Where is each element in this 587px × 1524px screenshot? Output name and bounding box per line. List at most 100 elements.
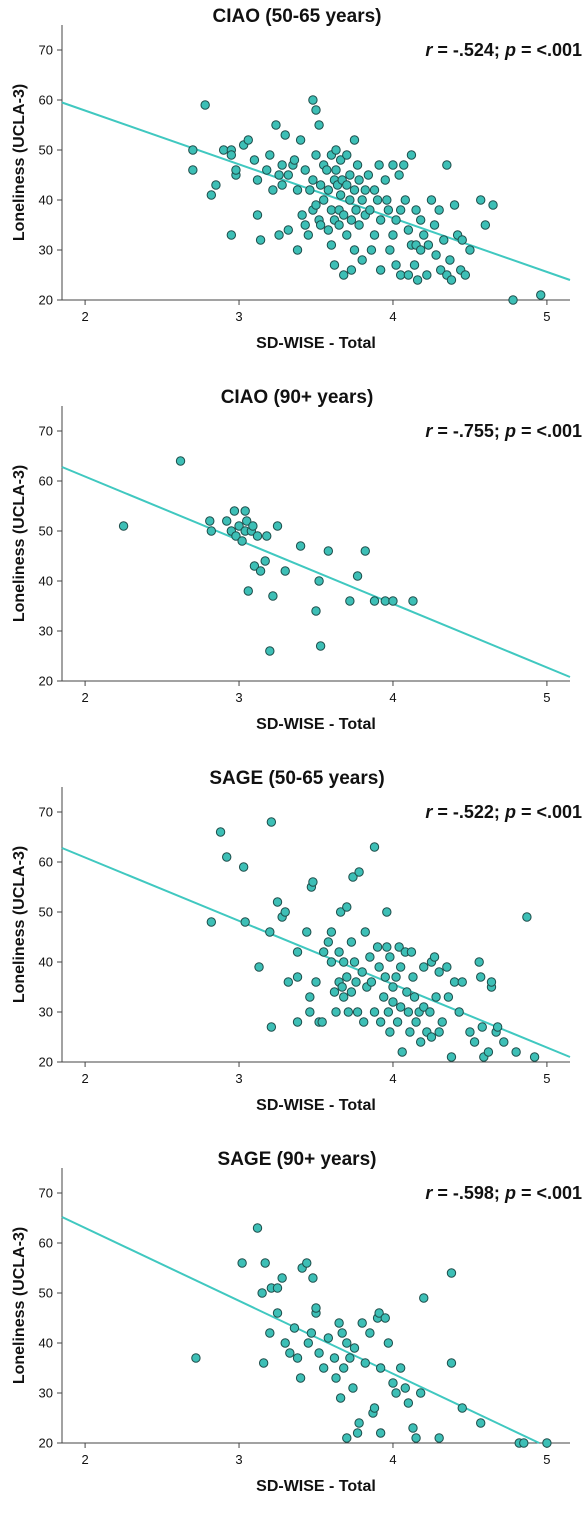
fit-line bbox=[61, 847, 571, 1058]
data-point bbox=[345, 1353, 355, 1363]
fit-line bbox=[61, 101, 571, 281]
data-point bbox=[205, 516, 215, 526]
data-point bbox=[445, 255, 455, 265]
y-axis-label: Loneliness (UCLA-3) bbox=[11, 846, 28, 1003]
data-point bbox=[265, 927, 275, 937]
data-point bbox=[357, 1318, 367, 1328]
data-point bbox=[419, 962, 429, 972]
data-point bbox=[351, 205, 361, 215]
data-point bbox=[343, 1007, 354, 1017]
data-point bbox=[262, 165, 272, 175]
data-point bbox=[366, 977, 377, 987]
chart-title: SAGE (50-65 years) bbox=[209, 768, 384, 789]
data-point bbox=[409, 260, 420, 270]
data-point bbox=[476, 195, 486, 205]
x-tick-label: 4 bbox=[389, 1071, 396, 1086]
data-point bbox=[408, 972, 418, 982]
data-point bbox=[334, 220, 344, 230]
data-point bbox=[335, 190, 346, 200]
data-point bbox=[374, 1308, 384, 1318]
data-point bbox=[285, 1348, 295, 1358]
data-point bbox=[308, 175, 318, 185]
data-point bbox=[308, 1273, 318, 1283]
data-point bbox=[375, 215, 386, 225]
chart-title: CIAO (50-65 years) bbox=[213, 6, 382, 27]
x-tick-label: 3 bbox=[235, 1071, 242, 1086]
data-point bbox=[260, 1258, 270, 1268]
data-point bbox=[342, 1338, 352, 1348]
r-value: = -.598; bbox=[432, 1183, 505, 1203]
data-point bbox=[277, 160, 287, 170]
chart-panel-3: SAGE (50-65 years) 20 30 40 50 60 70 2 3 4 5 SD-WIS… bbox=[11, 768, 582, 1114]
data-point bbox=[477, 1022, 487, 1032]
data-point bbox=[434, 1433, 444, 1443]
data-point bbox=[395, 270, 406, 280]
x-tick-label: 3 bbox=[235, 309, 242, 324]
data-point bbox=[292, 1353, 303, 1363]
data-point bbox=[297, 210, 307, 220]
data-point bbox=[476, 972, 486, 982]
data-point bbox=[529, 1052, 540, 1062]
data-point bbox=[346, 265, 357, 275]
data-point bbox=[226, 150, 237, 160]
data-point bbox=[446, 1052, 457, 1062]
p-value: = <.001 bbox=[516, 1183, 582, 1203]
data-point bbox=[352, 160, 363, 170]
y-tick-label: 60 bbox=[39, 855, 53, 870]
data-point bbox=[240, 917, 250, 927]
y-tick-label: 40 bbox=[39, 955, 53, 970]
data-point bbox=[322, 165, 332, 175]
data-point bbox=[345, 195, 355, 205]
data-point bbox=[311, 150, 321, 160]
data-point bbox=[265, 646, 275, 656]
data-point bbox=[242, 516, 252, 526]
data-point bbox=[383, 205, 394, 215]
data-point bbox=[442, 160, 452, 170]
data-point bbox=[412, 275, 423, 285]
y-tick-label: 50 bbox=[39, 905, 53, 920]
data-point bbox=[388, 997, 398, 1007]
y-axis-label: Loneliness (UCLA-3) bbox=[11, 1227, 28, 1384]
data-point bbox=[380, 1313, 390, 1323]
data-point bbox=[252, 1223, 263, 1233]
data-point bbox=[369, 185, 380, 195]
data-point bbox=[265, 150, 275, 160]
chart-title: SAGE (90+ years) bbox=[218, 1149, 377, 1170]
data-point bbox=[283, 170, 293, 180]
y-tick-label: 60 bbox=[39, 1236, 53, 1251]
data-point bbox=[454, 1007, 464, 1017]
data-point bbox=[277, 180, 287, 190]
data-point bbox=[360, 546, 370, 556]
data-point bbox=[337, 982, 347, 992]
data-point bbox=[542, 1438, 552, 1448]
data-point bbox=[295, 541, 306, 551]
y-tick-label: 70 bbox=[39, 805, 53, 820]
data-point bbox=[277, 1273, 287, 1283]
data-point bbox=[375, 265, 386, 275]
r-symbol: r bbox=[425, 421, 433, 441]
data-point bbox=[295, 1373, 306, 1383]
chart-panel-2: CIAO (90+ years) 20 30 40 50 60 70 2 3 4 5 SD-WISE … bbox=[11, 387, 582, 733]
data-point bbox=[206, 526, 217, 536]
data-point bbox=[399, 160, 409, 170]
data-point bbox=[335, 155, 346, 165]
data-point bbox=[446, 275, 457, 285]
data-point bbox=[369, 596, 380, 606]
x-axis-label: SD-WISE - Total bbox=[256, 1478, 376, 1495]
data-point bbox=[360, 927, 370, 937]
data-point bbox=[434, 967, 444, 977]
data-point bbox=[231, 165, 241, 175]
data-point bbox=[314, 1348, 324, 1358]
data-point bbox=[175, 456, 186, 466]
data-point bbox=[118, 521, 129, 531]
data-point bbox=[391, 260, 401, 270]
data-point bbox=[295, 135, 306, 145]
data-point bbox=[342, 1433, 352, 1443]
data-point bbox=[243, 135, 253, 145]
data-point bbox=[369, 1007, 380, 1017]
data-point bbox=[339, 957, 349, 967]
data-point bbox=[380, 972, 390, 982]
data-point bbox=[357, 255, 367, 265]
data-point bbox=[366, 245, 377, 255]
